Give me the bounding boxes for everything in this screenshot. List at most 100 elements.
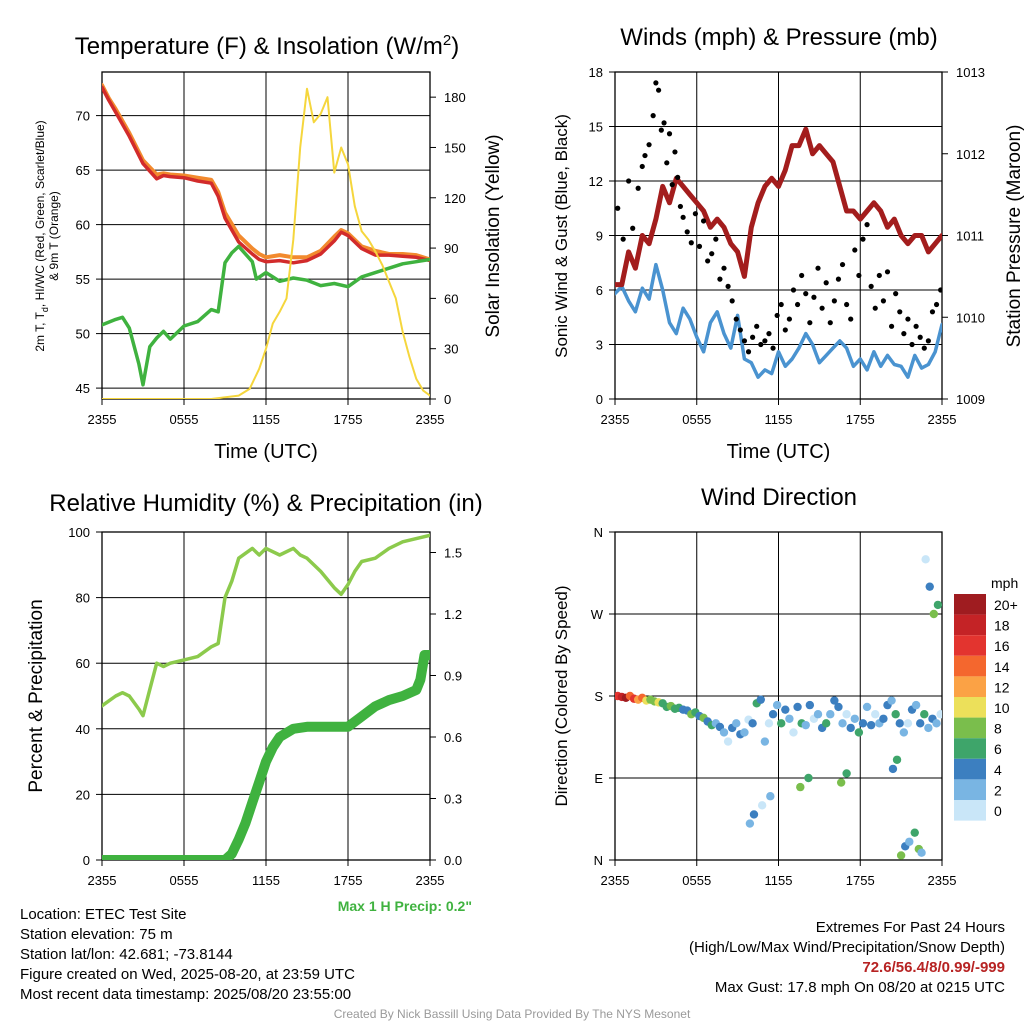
gust-point	[766, 331, 772, 337]
direction-point	[764, 719, 774, 728]
direction-point	[925, 582, 934, 591]
gust-point	[692, 211, 698, 217]
gust-point	[897, 309, 903, 315]
recent-data-timestamp: Most recent data timestamp: 2025/08/20 2…	[20, 986, 352, 1003]
y-right-tick-label: 120	[444, 191, 466, 206]
y-right-tick-label: 90	[444, 241, 458, 256]
plot-area	[102, 533, 430, 860]
legend-swatch	[954, 697, 986, 718]
y-tick-label: 70	[76, 109, 90, 124]
y-tick-label: N	[594, 853, 603, 868]
gust-point	[901, 331, 907, 337]
y-axis-label-part: 2m T, T	[33, 311, 47, 351]
humidity-series-line-1	[102, 650, 430, 860]
gust-point	[729, 298, 735, 304]
x-tick-label: 1755	[846, 873, 875, 888]
direction-point	[905, 837, 914, 846]
humidity-panel: 2355 0555 1155 1755 2355 0 20 40 60 80 100 0.0 0.3 0.…	[26, 490, 483, 914]
gust-point	[717, 276, 723, 282]
gust-point	[868, 283, 874, 289]
direction-point	[932, 719, 941, 728]
gust-point	[762, 338, 768, 344]
y-tick-label: 80	[76, 591, 90, 606]
gust-point	[696, 243, 703, 249]
x-tick-label: 2355	[928, 412, 957, 427]
y-tick-label: 12	[589, 174, 603, 189]
gust-point	[680, 214, 686, 220]
gust-point	[786, 316, 793, 322]
direction-point	[796, 782, 805, 792]
y-axis-label: Sonic Wind & Gust (Blue, Black)	[552, 114, 571, 358]
legend-swatch	[954, 717, 986, 739]
y-axis-label: Percent & Precipitation	[26, 599, 47, 792]
legend-swatch	[954, 779, 986, 800]
x-tick-label: 1155	[765, 873, 793, 888]
gust-point	[774, 312, 780, 319]
direction-point	[920, 710, 929, 719]
direction-point	[887, 696, 896, 705]
gust-point	[672, 149, 678, 155]
direction-point	[768, 710, 778, 719]
direction-point	[723, 737, 733, 746]
y-tick-label: 55	[76, 272, 90, 287]
direction-point	[793, 702, 802, 712]
y-right-tick-label: 0	[444, 392, 451, 407]
x-tick-label: 2355	[88, 873, 117, 888]
plot-frame	[101, 531, 431, 861]
gust-point	[929, 309, 936, 315]
direction-point	[805, 700, 815, 710]
legend-swatch	[954, 594, 986, 615]
y-tick-label: 0	[596, 392, 603, 407]
x-tick-label: 2355	[928, 873, 957, 888]
gust-point	[635, 185, 641, 191]
direction-point	[801, 720, 810, 730]
y-right-tick-label: 0.9	[444, 669, 462, 684]
legend-swatch	[954, 676, 986, 697]
y-tick-label: 0	[83, 853, 90, 868]
gust-point	[713, 236, 719, 242]
y-axis-label-line2: & 9m T (Orange)	[47, 191, 61, 281]
gust-point	[790, 287, 797, 293]
gust-point	[737, 327, 743, 333]
y-right-tick-label: 1.5	[444, 546, 462, 561]
y-right-tick-label: 1011	[956, 229, 984, 244]
gust-point	[913, 323, 919, 329]
gust-point	[639, 163, 645, 170]
legend-label: 2	[994, 782, 1002, 798]
y-tick-label: 18	[589, 65, 603, 80]
direction-point	[789, 728, 798, 737]
gust-point	[642, 152, 648, 159]
legend-label: 10	[994, 700, 1010, 716]
direction-point	[891, 710, 900, 719]
gust-point	[823, 280, 829, 286]
direction-point	[804, 773, 813, 783]
station-latlon: Station lat/lon: 42.681; -73.8144	[20, 946, 233, 963]
gust-point	[917, 334, 923, 340]
gust-point	[646, 142, 652, 148]
y-tick-label: 40	[76, 722, 90, 737]
y-tick-label: 3	[596, 338, 603, 353]
direction-point	[842, 769, 851, 778]
extremes-title: Extremes For Past 24 Hours	[815, 919, 1005, 936]
gust-point	[844, 301, 850, 308]
direction-point	[929, 609, 939, 619]
direction-point	[830, 696, 839, 705]
gust-point	[909, 341, 915, 348]
legend-label: 8	[994, 721, 1002, 737]
gust-point	[650, 113, 656, 119]
direction-point	[756, 695, 765, 704]
gust-point	[880, 298, 887, 304]
y-right-tick-label: 60	[444, 291, 458, 306]
y-axis-label-subscript: d	[40, 307, 50, 312]
gust-point	[819, 305, 825, 311]
y-axis-label: 2m T, Td, HI/WC (Red, Green, Scarlet/Blu…	[33, 120, 50, 351]
y-right-tick-label: 1013	[956, 65, 985, 80]
station-location: Location: ETEC Test Site	[20, 906, 187, 923]
gust-point	[876, 272, 882, 279]
direction-point	[760, 737, 770, 746]
direction-point	[740, 728, 749, 737]
y-tick-label: 9	[596, 229, 603, 244]
temperature-series-line-2	[102, 244, 430, 387]
y-tick-label: 100	[68, 525, 90, 540]
legend-swatch	[954, 655, 986, 677]
